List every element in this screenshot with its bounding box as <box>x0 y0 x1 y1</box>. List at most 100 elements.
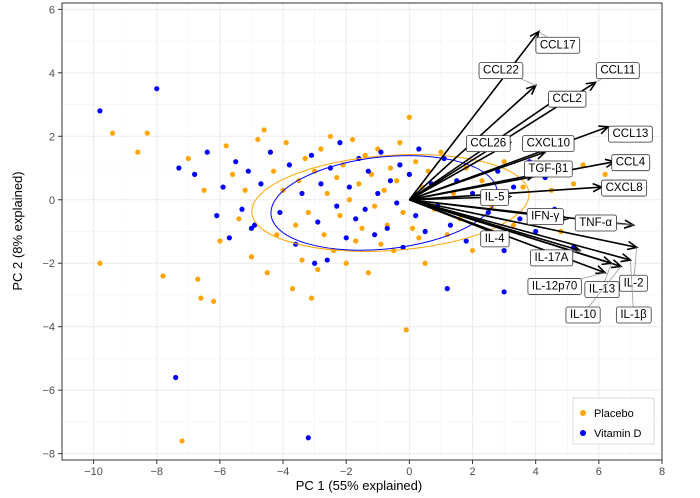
loading-label-tnf-: TNF-α <box>574 214 634 232</box>
vitamin-d-point <box>173 374 179 381</box>
loading-label-il-2: IL-2 <box>619 247 648 292</box>
arrow-shaft <box>409 199 622 268</box>
loading-label-il-13: IL-13 <box>584 263 620 299</box>
label-text: IFN-γ <box>531 211 559 223</box>
y-tick-label: 2 <box>49 131 55 143</box>
placebo-point <box>210 298 217 304</box>
vitamin-d-point <box>239 206 245 212</box>
label-box <box>611 154 651 172</box>
placebo-point <box>400 209 406 216</box>
panel-border <box>61 2 663 461</box>
placebo-point <box>346 197 352 203</box>
x-tick-label: 8 <box>659 466 665 478</box>
placebo-point <box>289 286 296 292</box>
placebo-point <box>381 187 387 193</box>
legend-vitamin-d-swatch <box>580 430 586 436</box>
loading-label-ccl11: CCL11 <box>595 62 640 83</box>
vitamin-d-point <box>501 289 507 295</box>
label-text: CCL2 <box>553 93 582 105</box>
placebo-point <box>283 140 289 146</box>
placebo-point <box>375 146 381 152</box>
placebo-point <box>255 136 261 143</box>
loading-label-il-17a: IL-17A <box>530 249 580 267</box>
y-tick-label: −6 <box>42 385 55 397</box>
placebo-point <box>248 254 255 260</box>
vitamin-d-point <box>353 216 359 222</box>
y-tick-label: 4 <box>49 68 55 80</box>
placebo-point <box>479 178 485 184</box>
vitamin-d-point <box>406 171 412 177</box>
label-text: CCL17 <box>540 39 576 51</box>
placebo-point <box>97 260 103 266</box>
placebo-point <box>580 162 586 168</box>
label-box <box>565 306 601 324</box>
vitamin-d-point <box>258 181 264 187</box>
label-box <box>466 135 511 153</box>
vitamin-d-point <box>192 171 198 177</box>
legend-vitamin-d-label: Vitamin D <box>594 428 642 440</box>
y-tick-label: −4 <box>42 322 55 334</box>
placebo-point <box>422 260 428 266</box>
vitamin-d-point <box>413 213 419 219</box>
label-text: CCL11 <box>600 65 635 77</box>
placebo-point <box>343 260 349 266</box>
vitamin-d-point <box>510 184 517 190</box>
placebo-point <box>349 136 356 143</box>
arrow-shaft <box>409 198 637 249</box>
vitamin-d-point <box>365 168 371 174</box>
placebo-point <box>378 241 384 247</box>
loading-label-ccl22: CCL22 <box>478 62 536 86</box>
vitamin-d-point <box>176 165 182 171</box>
loading-label-il-10: IL-10 <box>565 266 622 324</box>
placebo-point <box>261 127 267 133</box>
placebo-point <box>318 146 324 152</box>
placebo-point <box>416 235 422 241</box>
x-tick-label: −8 <box>150 466 163 478</box>
arrow-shaft <box>409 198 631 261</box>
label-box <box>548 90 587 108</box>
vitamin-d-point <box>501 247 507 254</box>
placebo-point <box>356 181 362 187</box>
y-tick-label: 6 <box>49 4 55 16</box>
label-text: IL-5 <box>485 192 505 204</box>
placebo-point <box>264 270 270 276</box>
label-text: CCL22 <box>483 65 519 77</box>
label-box <box>619 274 648 292</box>
label-box <box>595 62 640 80</box>
vitamin-d-point <box>277 209 283 216</box>
loading-arrow-ccl17 <box>408 30 541 201</box>
placebo-point <box>362 152 368 158</box>
placebo-point <box>394 178 400 184</box>
loading-label-cxcl8: CXCL8 <box>601 179 648 197</box>
arrow-head <box>585 81 598 92</box>
label-text: IL-12p70 <box>532 280 577 292</box>
arrow-shaft <box>409 173 536 201</box>
y-tick-label: −8 <box>42 449 55 461</box>
loading-label-il-4: IL-4 <box>480 230 510 248</box>
placebo-point <box>334 174 340 181</box>
vitamin-d-point <box>308 152 315 158</box>
grid <box>62 3 663 460</box>
placebo-point <box>570 181 577 187</box>
loading-label-cxcl10: CXCL10 <box>522 135 575 153</box>
x-axis-title: PC 1 (55% explained) <box>296 478 422 493</box>
label-text: TNF-α <box>579 217 612 229</box>
vitamin-d-point <box>334 203 340 209</box>
label-text: IL-2 <box>624 277 644 289</box>
placebo-point <box>242 187 248 193</box>
placebo-point <box>409 225 416 231</box>
y-tick-label: 0 <box>49 195 55 207</box>
vitamin-d-point <box>97 108 103 114</box>
placebo-point <box>236 216 242 222</box>
vitamin-d-point <box>318 181 324 187</box>
label-connector <box>630 260 634 315</box>
placebo-point <box>201 187 207 193</box>
placebo-point <box>397 140 403 146</box>
vitamin-d-point <box>422 228 428 235</box>
label-box <box>530 249 574 267</box>
label-box <box>574 214 617 232</box>
vitamin-d-point <box>372 232 378 238</box>
vitamin-d-point <box>378 149 384 155</box>
arrow-shaft <box>408 31 540 201</box>
